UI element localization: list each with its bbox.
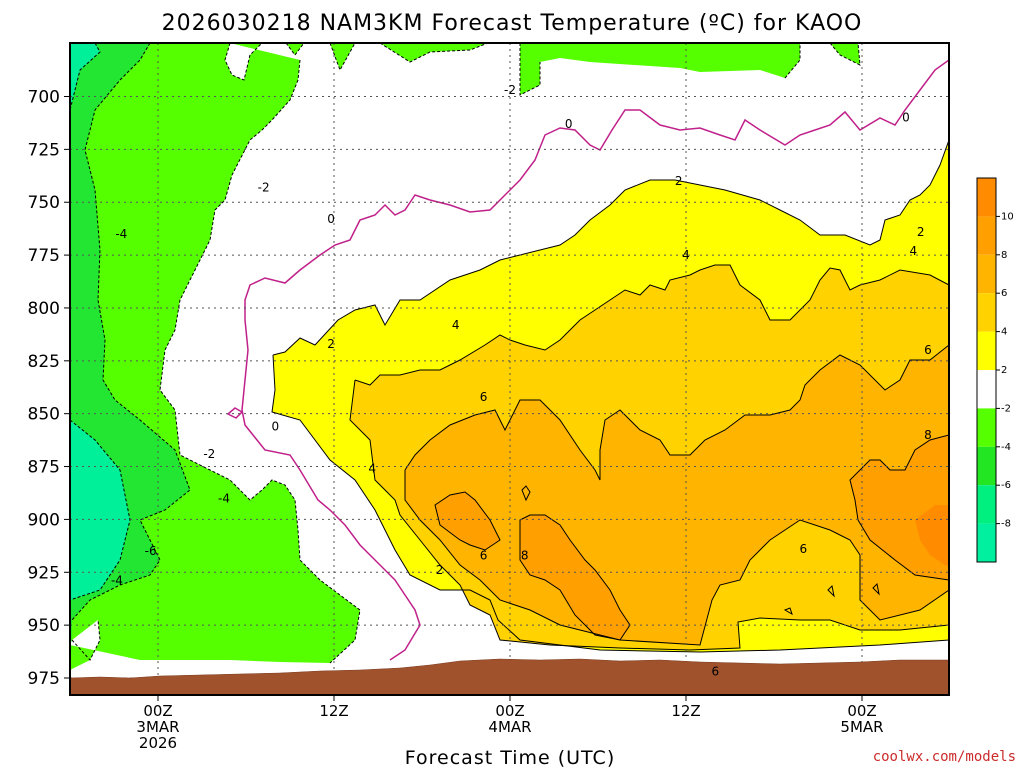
contour-label: 2 [436,563,444,577]
y-tick-label: 750 [28,193,60,213]
y-tick-label: 725 [28,140,60,160]
contour-label: 8 [521,548,529,562]
contour-minus-6-lower [70,419,131,601]
colorbar-label: 8 [1001,250,1007,261]
colorbar-label: 2 [1001,365,1007,376]
contour-6-lower [404,470,949,646]
contour-label: -2 [504,83,516,97]
colorbar-label: -4 [1001,442,1011,453]
colorbar-label: 4 [1001,327,1007,338]
x-tick-label: 00Z [495,702,524,720]
contour-zero-loop [226,407,244,419]
contour-label: 4 [682,248,690,262]
x-axis-label: Forecast Time (UTC) [405,747,615,768]
contour-8-b [519,514,631,641]
y-tick-label: 925 [28,563,60,583]
x-tick-label: 12Z [671,702,700,720]
terrain [70,658,949,695]
x-tick-label: 12Z [319,702,348,720]
contour-2-lower [271,354,949,653]
band-8-to-10 [435,435,949,640]
colorbar: 10 8 6 4 2 -2 -4 -6 -8 [976,177,1014,563]
contour-6 [404,344,949,481]
contour-8-a [434,491,501,551]
contour-label: 2 [917,225,925,239]
y-axis: 700 725 750 775 800 825 850 875 900 925 950 975 [28,88,70,689]
y-tick-label: 825 [28,352,60,372]
y-tick-label: 800 [28,299,60,319]
colorbar-swatch [977,254,996,294]
colorbar-label: 6 [1001,288,1007,299]
contour-label: 2 [327,337,335,351]
contour-label: 6 [712,665,720,679]
contour-4-lower [349,379,949,651]
colorbar-swatch [977,370,996,409]
contour-8-c [849,434,949,581]
contour-4 [354,264,949,386]
contour-label: 0 [272,419,280,433]
contour-label: -6 [145,544,157,558]
contour-minus-2 [71,43,361,664]
colorbar-swatch [977,408,996,447]
contour-label: -4 [115,227,127,241]
x-tick-label: 4MAR [488,718,531,736]
colorbar-label: -6 [1001,480,1011,491]
y-tick-label: 850 [28,405,60,425]
colorbar-swatch [977,446,996,486]
x-tick-label: 5MAR [840,718,883,736]
colorbar-swatch [977,216,996,255]
plot-area [70,43,949,695]
contour-labels: -2 0 0 -2 0 2 2 -4 4 4 2 4 6 6 0 -2 8 4 -4 6 8 6 -6 2 -4 6 [111,83,932,679]
band-10-to-12 [915,505,949,566]
contour-label: 4 [452,318,460,332]
colorbar-label: -2 [1001,403,1011,414]
x-tick-label: 2026 [139,734,177,752]
contour-label: -4 [218,491,230,505]
colorbar-swatch [977,485,996,524]
contour-label: 0 [902,111,910,125]
contour-label: -2 [258,180,270,194]
colorbar-swatch [977,331,996,370]
contour-label: 6 [480,548,488,562]
contour-minus-2-top [329,43,861,96]
contour-label: -4 [111,574,123,588]
x-tick-label: 00Z [143,702,172,720]
y-tick-label: 700 [28,88,60,108]
colorbar-swatch [977,523,996,562]
credit-link[interactable]: coolwx.com/models [873,749,1016,765]
x-tick-label: 00Z [847,702,876,720]
y-tick-label: 775 [28,246,60,266]
y-tick-label: 975 [28,669,60,689]
contour-label: -2 [203,447,215,461]
contour-minus-6 [70,43,101,111]
colorbar-swatch [977,293,996,332]
contour-label: 0 [565,117,573,131]
colorbar-swatch [977,178,996,217]
y-tick-label: 900 [28,510,60,530]
contour-label: 4 [368,462,376,476]
contour-label: 4 [910,244,918,258]
x-tick-label: 3MAR [136,718,179,736]
chart-title: 2026030218 NAM3KM Forecast Temperature (… [162,11,863,36]
contour-label: 0 [327,212,335,226]
colorbar-label: -8 [1001,519,1011,530]
colorbar-label: 10 [1001,211,1014,222]
contour-8-dot [521,485,531,502]
grid-lines [70,43,949,695]
y-tick-label: 950 [28,616,60,636]
contour-6-dots [783,582,880,616]
contour-minus-4 [71,43,191,621]
contour-label: 8 [924,428,932,442]
contour-label: 2 [675,174,683,188]
contour-label: 6 [480,390,488,404]
contour-label: 6 [924,343,932,357]
y-tick-label: 875 [28,458,60,478]
contour-zero [241,59,949,661]
contour-label: 6 [800,542,808,556]
